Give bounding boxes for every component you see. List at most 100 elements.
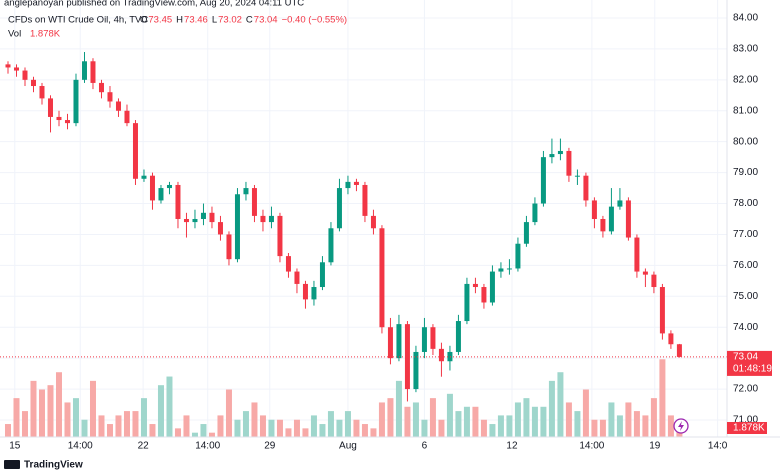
x-tick-label: 22 — [138, 441, 150, 452]
candle-body — [472, 283, 478, 288]
x-tick-label: 12 — [506, 441, 518, 452]
volume-bar — [242, 411, 249, 437]
candle-body — [430, 327, 436, 349]
candle-body — [498, 268, 504, 272]
volume-bar — [251, 402, 258, 437]
candle-body — [668, 333, 674, 345]
volume-bar — [412, 402, 419, 437]
volume-bar — [132, 411, 139, 437]
volume-bar — [21, 411, 28, 437]
candle-body — [124, 110, 130, 124]
x-tick-label: 19 — [649, 441, 661, 452]
y-tick-label: 76.00 — [733, 260, 758, 271]
volume-bar — [115, 415, 122, 437]
candle-body — [47, 98, 53, 117]
volume-bar — [642, 415, 649, 437]
volume-bar — [506, 415, 513, 437]
volume-bar — [234, 419, 241, 437]
volume-bar — [191, 432, 198, 437]
candle-body — [353, 181, 359, 185]
y-tick-label: 79.00 — [733, 167, 758, 178]
volume-bar — [438, 419, 445, 437]
volume-bar — [319, 424, 326, 437]
volume-bar — [370, 428, 377, 437]
candle-body — [39, 86, 45, 99]
volume-bar — [13, 398, 20, 437]
candle-body — [183, 218, 189, 223]
symbol: CFDs on WTI Crude Oil, 4h, TVC — [8, 15, 148, 26]
candle-body — [532, 203, 538, 223]
volume-bar — [183, 415, 190, 437]
candle-body — [345, 181, 351, 189]
lightning-glyph — [678, 421, 684, 431]
volume-bar — [47, 385, 54, 437]
candle-body — [64, 120, 70, 124]
volume-bar — [157, 385, 164, 437]
logo: TradingView — [24, 460, 83, 470]
volume-bar — [259, 415, 266, 437]
candle-body — [166, 184, 172, 189]
volume-bar — [98, 415, 105, 437]
ohlc-key: L — [212, 15, 217, 26]
volume-bar — [123, 411, 130, 437]
candle-body — [549, 154, 555, 158]
volume-bar — [361, 424, 368, 437]
candle-body — [277, 215, 283, 257]
y-tick-label: 72.00 — [733, 384, 758, 395]
change-value: −0.40 (−0.55%) — [282, 15, 348, 26]
grid — [0, 0, 727, 437]
volume-bar — [268, 419, 275, 437]
candle-body — [268, 215, 274, 223]
candle-body — [5, 64, 11, 68]
y-tick-label: 81.00 — [733, 105, 758, 116]
ohlc-key: H — [176, 15, 183, 26]
volume-bar — [650, 398, 657, 437]
y-tick-label: 71.00 — [733, 415, 758, 426]
logo-icon — [4, 460, 20, 469]
candle-body — [370, 215, 376, 229]
candle-body — [379, 228, 385, 328]
volume-bar — [667, 415, 674, 437]
y-tick-label: 84.00 — [733, 13, 758, 24]
volume-bar — [217, 415, 224, 437]
ohlc-value: 73.45 — [148, 15, 172, 26]
candle-body — [583, 175, 589, 201]
candle-body — [234, 194, 240, 260]
candle-body — [260, 215, 266, 223]
volume-bar — [225, 389, 232, 437]
volume-bar — [327, 411, 334, 437]
candle-body — [285, 256, 291, 272]
candle-body — [642, 271, 648, 275]
volume-legend-label: Vol — [8, 29, 21, 40]
volume-bar — [472, 406, 479, 437]
volume-bar — [38, 389, 45, 437]
candle-body — [600, 218, 606, 232]
candle-body — [200, 212, 206, 219]
volume-bar — [336, 419, 343, 437]
volume-bar — [608, 402, 615, 437]
candle-body — [651, 274, 657, 288]
candle-body — [243, 188, 249, 195]
candle-body — [608, 206, 614, 232]
volume-bar — [625, 402, 632, 437]
candle-body — [158, 188, 164, 201]
volume-bar — [463, 406, 470, 437]
volume-bar — [302, 428, 309, 437]
candle-body — [396, 324, 402, 359]
publisher: anglepanoyan published on TradingView.co… — [4, 0, 304, 9]
candle-body — [30, 79, 36, 87]
volume-bar — [591, 419, 598, 437]
volume-bar — [633, 411, 640, 437]
candle-body — [438, 348, 444, 362]
y-tick-label: 77.00 — [733, 229, 758, 240]
candle-body — [566, 150, 572, 176]
candle-body — [175, 184, 181, 219]
candle-body — [506, 268, 512, 270]
volume-bar — [582, 389, 589, 437]
candle-body — [73, 79, 79, 124]
volume-bar — [276, 419, 283, 437]
volume-bar — [72, 398, 79, 437]
candle-body — [574, 175, 580, 177]
candle-body — [56, 116, 62, 121]
candle-body — [294, 271, 300, 284]
